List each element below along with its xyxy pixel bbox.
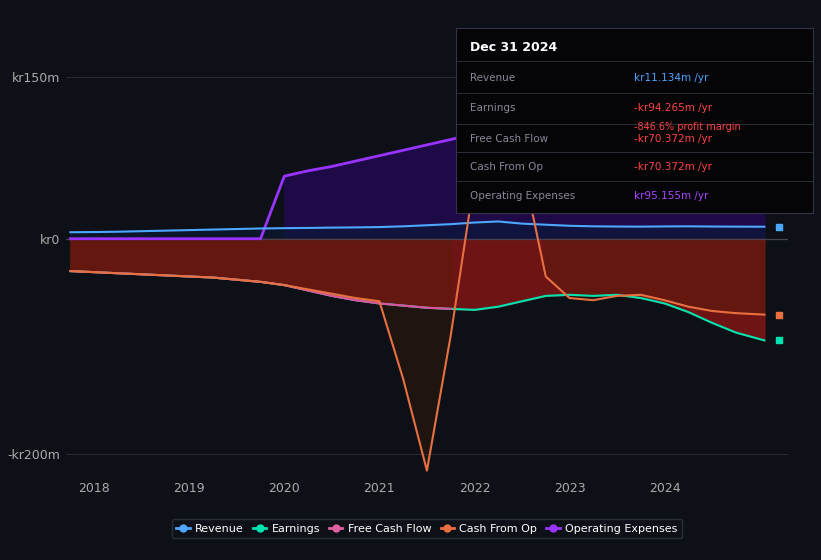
Text: kr11.134m /yr: kr11.134m /yr <box>635 73 709 83</box>
Legend: Revenue, Earnings, Free Cash Flow, Cash From Op, Operating Expenses: Revenue, Earnings, Free Cash Flow, Cash … <box>172 519 682 538</box>
Text: Free Cash Flow: Free Cash Flow <box>470 134 548 144</box>
Text: kr95.155m /yr: kr95.155m /yr <box>635 191 709 201</box>
Text: Revenue: Revenue <box>470 73 515 83</box>
Text: Operating Expenses: Operating Expenses <box>470 191 576 201</box>
Text: Dec 31 2024: Dec 31 2024 <box>470 41 557 54</box>
Text: -846.6% profit margin: -846.6% profit margin <box>635 122 741 132</box>
Text: Earnings: Earnings <box>470 104 516 113</box>
Text: -kr70.372m /yr: -kr70.372m /yr <box>635 134 713 144</box>
Text: Cash From Op: Cash From Op <box>470 162 543 171</box>
Text: -kr70.372m /yr: -kr70.372m /yr <box>635 162 713 171</box>
Text: -kr94.265m /yr: -kr94.265m /yr <box>635 104 713 113</box>
